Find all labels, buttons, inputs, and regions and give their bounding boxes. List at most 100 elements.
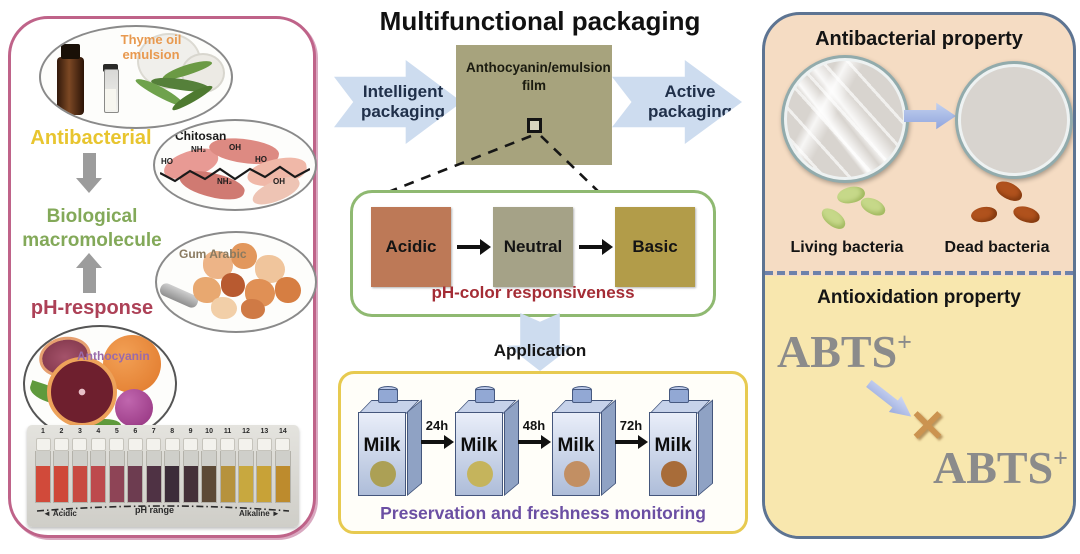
oil-bottle-cap-icon xyxy=(61,44,80,59)
time-label: 72h xyxy=(619,418,643,433)
ph-color-strip-photo: 1 2 3 4 5 6 7 8 9 10 11 12 13 14 ◄ Acidic pH range Al… xyxy=(27,425,299,527)
right-arrow-icon xyxy=(457,239,491,255)
polymer-backbone-icon xyxy=(160,165,310,183)
carton-cap-icon xyxy=(669,389,689,403)
ph-vial-number: 11 xyxy=(223,428,232,435)
anthocyanin-powder-icon xyxy=(115,389,153,427)
ph-vial xyxy=(219,438,236,503)
neutral-label: Neutral xyxy=(503,237,563,256)
dashed-connector-icon xyxy=(377,134,604,198)
chemical-group-label: HO xyxy=(161,157,173,166)
milk-label: Milk xyxy=(363,435,401,456)
intelligent-packaging-label: Intelligent packaging xyxy=(360,81,446,121)
antioxidation-section xyxy=(765,276,1073,536)
ph-vial-number: 3 xyxy=(77,428,82,435)
ph-vial xyxy=(182,438,199,503)
blood-orange-slice-icon xyxy=(47,357,117,427)
up-arrow-icon xyxy=(76,253,102,293)
gum-chunk-icon xyxy=(211,297,237,319)
chemical-group-label: HO xyxy=(255,155,267,164)
ph-response-label: pH-response xyxy=(30,297,154,319)
right-arrow-icon xyxy=(904,102,956,130)
carton-front: Milk xyxy=(455,412,503,496)
right-arrow-icon: ► xyxy=(271,509,280,518)
milk-carton: Milk xyxy=(357,386,423,502)
strip-range-label: pH range xyxy=(135,505,175,515)
time-label: 24h xyxy=(425,418,449,433)
gum-chunk-icon xyxy=(231,243,257,269)
right-arrow-icon xyxy=(579,239,613,255)
carton-front: Milk xyxy=(358,412,406,496)
down-arrow-icon xyxy=(76,153,102,193)
chemical-group-label: NH₂ xyxy=(191,145,207,154)
chemical-group-label: OH xyxy=(273,177,285,186)
active-packaging-label: Active packaging xyxy=(647,81,733,121)
right-arrow-icon xyxy=(518,435,551,448)
biological-macromolecule-label: Biological macromolecule xyxy=(22,206,162,251)
milk-carton: Milk xyxy=(551,386,617,502)
anthocyanin-label: Anthocyanin xyxy=(77,349,150,363)
properties-panel: Antibacterial property Living bacteria D… xyxy=(762,12,1076,539)
ph-vial xyxy=(164,438,181,503)
ph-vial-number: 10 xyxy=(205,428,213,435)
ph-vial-number: 14 xyxy=(278,428,287,435)
time-label: 48h xyxy=(522,418,546,433)
acidic-label: Acidic xyxy=(385,237,437,256)
ph-vial-number: 2 xyxy=(59,428,64,435)
ph-vial xyxy=(201,438,218,503)
ph-vial-number: 13 xyxy=(260,428,269,435)
carton-cap-icon xyxy=(475,389,495,403)
antibacterial-property-title: Antibacterial property xyxy=(815,28,1023,50)
ph-vial xyxy=(237,438,254,503)
ph-color-responsiveness-label: pH-color responsiveness xyxy=(431,283,635,302)
chitosan-photo: HO NH₂ OH HO NH₂ OH Chitosan xyxy=(153,119,317,211)
dead-bacterium-icon xyxy=(969,204,999,225)
emulsion-liquid xyxy=(105,89,116,110)
ph-vial-number: 6 xyxy=(133,428,138,435)
strip-acidic-label: ◄ Acidic xyxy=(43,509,77,518)
indicator-dot xyxy=(564,461,590,487)
dead-bacterium-icon xyxy=(992,177,1026,205)
carton-side xyxy=(697,399,713,496)
indicator-dot xyxy=(661,461,687,487)
carton-cap-icon xyxy=(378,389,398,403)
ph-vial xyxy=(71,438,88,503)
living-bacterium-icon xyxy=(818,204,849,233)
indicator-dot xyxy=(370,461,396,487)
scavenged-cross-icon: ✕ xyxy=(909,402,946,451)
ph-range-line-icon xyxy=(36,505,290,512)
ph-vial-number: 12 xyxy=(242,428,250,435)
ph-vial xyxy=(108,438,125,503)
thyme-oil-label: Thyme oil emulsion xyxy=(120,32,182,62)
materials-panel: Thyme oil emulsion Antibacterial HO NH₂ … xyxy=(8,16,317,538)
left-arrow-icon: ◄ xyxy=(43,509,51,518)
abts-radical-label: ABTS+ xyxy=(777,326,912,377)
carton-side xyxy=(503,399,519,496)
carton-side xyxy=(600,399,616,496)
ph-vial xyxy=(35,438,51,503)
oil-bottle-icon xyxy=(57,57,84,115)
right-arrow-icon xyxy=(615,435,648,448)
milk-label: Milk xyxy=(654,435,692,456)
chemical-group-label: NH₂ xyxy=(217,177,233,186)
gum-chunk-icon xyxy=(241,299,265,319)
ph-vial xyxy=(145,438,162,503)
carton-side xyxy=(406,399,422,496)
ph-vial-row xyxy=(35,438,291,503)
ph-vial-number: 1 xyxy=(41,428,45,435)
living-bacteria-label: Living bacteria xyxy=(790,239,904,256)
dead-bacteria-label: Dead bacteria xyxy=(944,239,1050,256)
strip-alkaline-label: Alkaline ► xyxy=(239,509,280,518)
vial-cap-icon xyxy=(103,64,118,72)
neutral-swatch: Neutral xyxy=(493,207,573,287)
ph-vial-number: 4 xyxy=(96,428,101,435)
carton-front: Milk xyxy=(552,412,600,496)
ph-vial xyxy=(127,438,144,503)
ph-vial xyxy=(274,438,291,503)
milk-label: Milk xyxy=(557,435,595,456)
dead-bacterium-icon xyxy=(1011,203,1042,226)
chitosan-label: Chitosan xyxy=(175,129,227,143)
abts-radical-label: ABTS+ xyxy=(933,442,1068,493)
gum-arabic-label: Gum Arabic xyxy=(179,247,247,261)
gum-arabic-photo: Gum Arabic xyxy=(155,231,317,333)
